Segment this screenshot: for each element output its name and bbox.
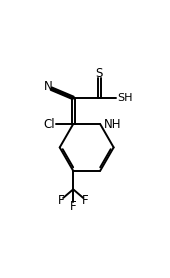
Text: S: S xyxy=(96,68,103,81)
Text: SH: SH xyxy=(117,93,133,103)
Text: F: F xyxy=(70,200,76,213)
Text: F: F xyxy=(58,194,64,207)
Text: NH: NH xyxy=(104,118,121,131)
Text: N: N xyxy=(44,80,53,93)
Text: Cl: Cl xyxy=(43,118,55,131)
Text: F: F xyxy=(82,194,89,207)
